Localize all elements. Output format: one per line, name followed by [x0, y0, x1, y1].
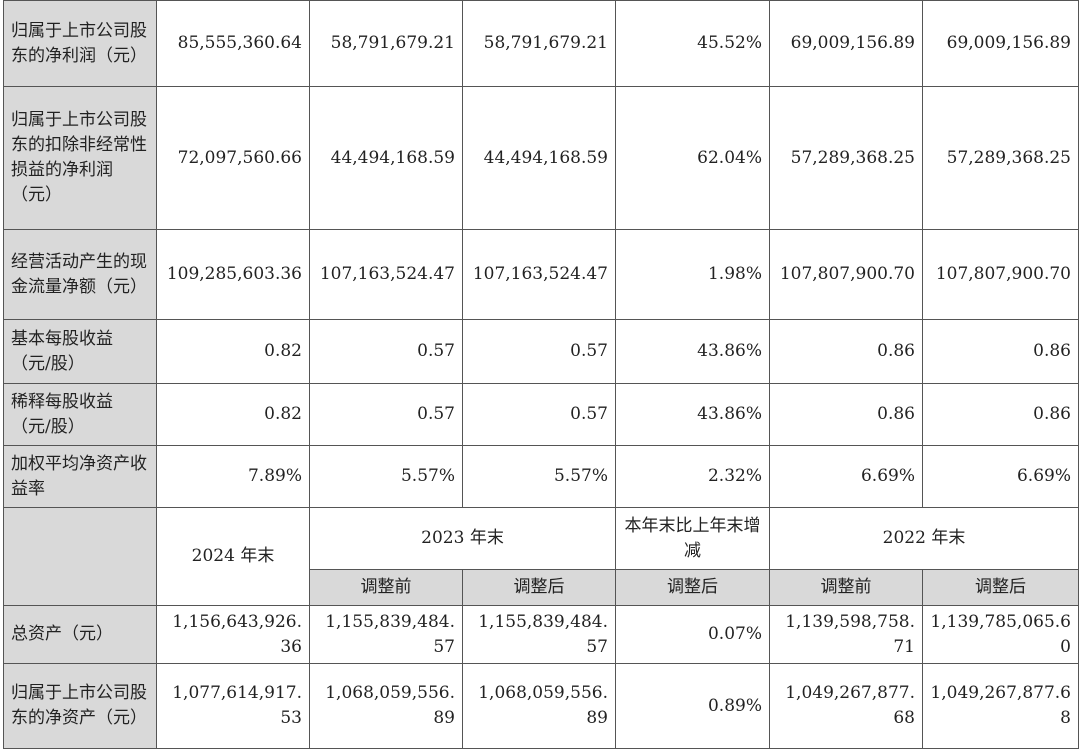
section-subheader-row: 调整前 调整后 调整后 调整前 调整后	[4, 569, 1079, 606]
financial-indicators-table: 归属于上市公司股东的净利润（元） 85,555,360.64 58,791,67…	[3, 0, 1079, 749]
value-2023-before: 5.57%	[309, 445, 463, 508]
subheader-change-after: 调整后	[615, 569, 770, 606]
value-2022-before: 0.86	[769, 319, 923, 384]
table-row: 基本每股收益（元/股） 0.82 0.57 0.57 43.86% 0.86 0…	[3, 319, 1079, 384]
value-change: 43.86%	[615, 383, 770, 446]
value-2022-before: 69,009,156.89	[769, 0, 923, 87]
value-2023-after: 5.57%	[462, 445, 616, 508]
value-2023-before: 107,163,524.47	[309, 229, 463, 320]
value-2024: 72,097,560.66	[156, 86, 310, 230]
subheader-2023-before: 调整前	[309, 569, 463, 606]
value-2023-before: 1,155,839,484.57	[309, 605, 463, 664]
subheader-2023-after: 调整后	[462, 569, 616, 606]
header-2023-year-end: 2023 年末	[309, 507, 616, 570]
table-row: 经营活动产生的现金流量净额（元） 109,285,603.36 107,163,…	[3, 229, 1079, 320]
value-2024: 7.89%	[156, 445, 310, 508]
value-2023-before: 1,068,059,556.89	[309, 663, 463, 749]
value-2024: 1,156,643,926.36	[156, 605, 310, 664]
value-2022-after: 6.69%	[922, 445, 1079, 508]
subheader-2022-before: 调整前	[769, 569, 923, 606]
table-row: 稀释每股收益（元/股） 0.82 0.57 0.57 43.86% 0.86 0…	[3, 383, 1079, 446]
value-2023-before: 0.57	[309, 319, 463, 384]
value-2023-after: 44,494,168.59	[462, 86, 616, 230]
value-2022-after: 57,289,368.25	[922, 86, 1079, 230]
value-2023-before: 44,494,168.59	[309, 86, 463, 230]
value-2023-after: 107,163,524.47	[462, 229, 616, 320]
table-row: 归属于上市公司股东的净利润（元） 85,555,360.64 58,791,67…	[3, 0, 1079, 87]
header-year-change: 本年末比上年末增减	[615, 507, 770, 570]
header-2024-year-end: 2024 年末	[156, 507, 310, 606]
row-label: 加权平均净资产收益率	[3, 445, 157, 508]
value-change: 45.52%	[615, 0, 770, 87]
row-label: 稀释每股收益（元/股）	[3, 383, 157, 446]
value-2024: 0.82	[156, 319, 310, 384]
value-2024: 0.82	[156, 383, 310, 446]
value-change: 62.04%	[615, 86, 770, 230]
value-2024: 85,555,360.64	[156, 0, 310, 87]
value-2024: 1,077,614,917.53	[156, 663, 310, 749]
header-2022-year-end: 2022 年末	[769, 507, 1079, 570]
value-2023-after: 1,155,839,484.57	[462, 605, 616, 664]
value-2023-after: 58,791,679.21	[462, 0, 616, 87]
table-row: 加权平均净资产收益率 7.89% 5.57% 5.57% 2.32% 6.69%…	[3, 445, 1079, 508]
value-2022-after: 1,139,785,065.60	[922, 605, 1079, 664]
row-label: 归属于上市公司股东的净资产（元）	[3, 663, 157, 749]
value-2023-after: 1,068,059,556.89	[462, 663, 616, 749]
value-2022-after: 0.86	[922, 319, 1079, 384]
value-2022-before: 6.69%	[769, 445, 923, 508]
table-row: 归属于上市公司股东的净资产（元） 1,077,614,917.53 1,068,…	[3, 663, 1079, 749]
value-2023-before: 58,791,679.21	[309, 0, 463, 87]
row-label: 基本每股收益（元/股）	[3, 319, 157, 384]
value-2022-after: 69,009,156.89	[922, 0, 1079, 87]
value-2022-before: 1,139,598,758.71	[769, 605, 923, 664]
value-2022-before: 0.86	[769, 383, 923, 446]
row-label: 总资产（元）	[3, 605, 157, 664]
value-change: 2.32%	[615, 445, 770, 508]
section-header-row: 2024 年末 2023 年末 本年末比上年末增减 2022 年末	[3, 507, 1079, 606]
header-blank-cell	[3, 507, 157, 606]
value-2022-before: 57,289,368.25	[769, 86, 923, 230]
value-2023-after: 0.57	[462, 319, 616, 384]
value-2023-before: 0.57	[309, 383, 463, 446]
row-label: 归属于上市公司股东的扣除非经常性损益的净利润（元）	[3, 86, 157, 230]
value-change: 0.07%	[615, 605, 770, 664]
value-2024: 109,285,603.36	[156, 229, 310, 320]
value-2022-after: 1,049,267,877.68	[922, 663, 1079, 749]
subheader-2022-after: 调整后	[922, 569, 1079, 606]
value-change: 43.86%	[615, 319, 770, 384]
row-label: 经营活动产生的现金流量净额（元）	[3, 229, 157, 320]
table-row: 总资产（元） 1,156,643,926.36 1,155,839,484.57…	[3, 605, 1079, 664]
value-change: 0.89%	[615, 663, 770, 749]
value-2022-after: 107,807,900.70	[922, 229, 1079, 320]
row-label: 归属于上市公司股东的净利润（元）	[3, 0, 157, 87]
value-2023-after: 0.57	[462, 383, 616, 446]
value-2022-after: 0.86	[922, 383, 1079, 446]
value-change: 1.98%	[615, 229, 770, 320]
value-2022-before: 107,807,900.70	[769, 229, 923, 320]
value-2022-before: 1,049,267,877.68	[769, 663, 923, 749]
table-row: 归属于上市公司股东的扣除非经常性损益的净利润（元） 72,097,560.66 …	[3, 86, 1079, 230]
